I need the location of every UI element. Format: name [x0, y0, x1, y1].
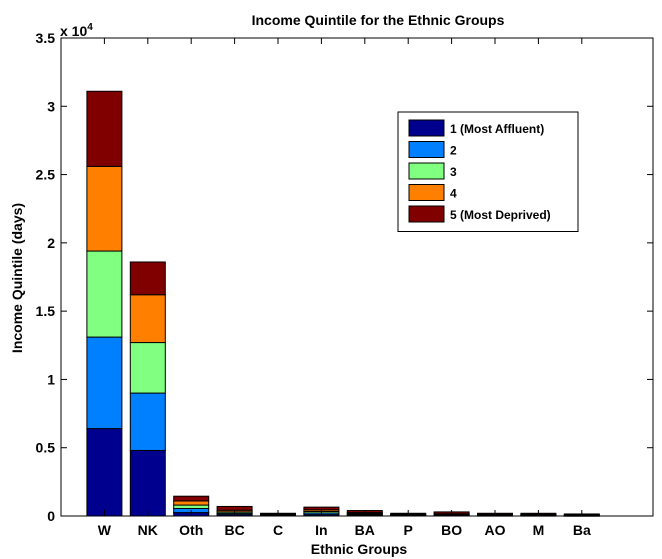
y-tick-label: 0 [47, 508, 55, 524]
x-tick-label: In [315, 522, 327, 538]
x-tick-label: Oth [179, 522, 203, 538]
y-multiplier-base: x 10 [60, 23, 87, 39]
y-multiplier-exponent: 4 [87, 22, 93, 33]
legend-swatch [408, 184, 445, 201]
bar-segment [86, 90, 123, 167]
y-axis-label: Income Quintile (days) [9, 203, 25, 353]
legend-swatch [408, 162, 445, 180]
legend-label: 3 [450, 165, 457, 179]
y-tick-label: 2 [47, 235, 55, 251]
bar-segment [129, 261, 166, 296]
x-tick-label: M [533, 522, 545, 538]
bar-segment [86, 336, 123, 430]
legend-swatch [408, 205, 445, 223]
legend-swatch [408, 119, 445, 137]
svg-text:x 104: x 104 [60, 22, 93, 39]
x-tick-label: AO [485, 522, 506, 538]
y-tick-label: 3.5 [36, 30, 56, 46]
y-tick-label: 1 [47, 371, 55, 387]
bar-segment [129, 449, 166, 517]
axis-ticks: 0 0.5 1 1.5 2 2.5 3 3.5 W NK Oth BC C In BA P BO AO M Ba [36, 30, 653, 538]
legend-label: 2 [450, 144, 457, 158]
x-tick-label: NK [138, 522, 158, 538]
x-tick-label: P [404, 522, 413, 538]
bar-segment [129, 342, 166, 394]
y-axis-multiplier: x 104 [60, 22, 93, 39]
bar-segment [129, 392, 166, 451]
legend-swatch [408, 141, 445, 158]
bar-segment [86, 250, 123, 338]
legend-label: 1 (Most Affluent) [450, 122, 544, 136]
chart-title: Income Quintile for the Ethnic Groups [252, 12, 505, 28]
bar-segment [86, 428, 123, 517]
x-axis-label: Ethnic Groups [311, 541, 408, 557]
x-tick-label: C [273, 522, 283, 538]
x-tick-label: Ba [573, 522, 591, 538]
bar-segment [303, 506, 340, 511]
y-tick-label: 0.5 [36, 440, 56, 456]
x-tick-label: BO [441, 522, 462, 538]
y-tick-label: 1.5 [36, 303, 56, 319]
x-tick-label: BA [355, 522, 375, 538]
legend: 1 (Most Affluent) 2 3 4 5 (Most Deprived) [397, 111, 579, 232]
y-tick-label: 2.5 [36, 167, 56, 183]
bar-segment [173, 495, 210, 502]
bar-segment [173, 500, 210, 506]
x-tick-label: BC [224, 522, 244, 538]
bar-segment [86, 165, 123, 252]
legend-label: 5 (Most Deprived) [450, 208, 551, 222]
bar-segment [129, 294, 166, 344]
x-tick-label: W [98, 522, 112, 538]
y-tick-label: 3 [47, 98, 55, 114]
bar-segment [216, 505, 253, 511]
legend-label: 4 [450, 187, 457, 201]
bar-segment [173, 504, 210, 509]
